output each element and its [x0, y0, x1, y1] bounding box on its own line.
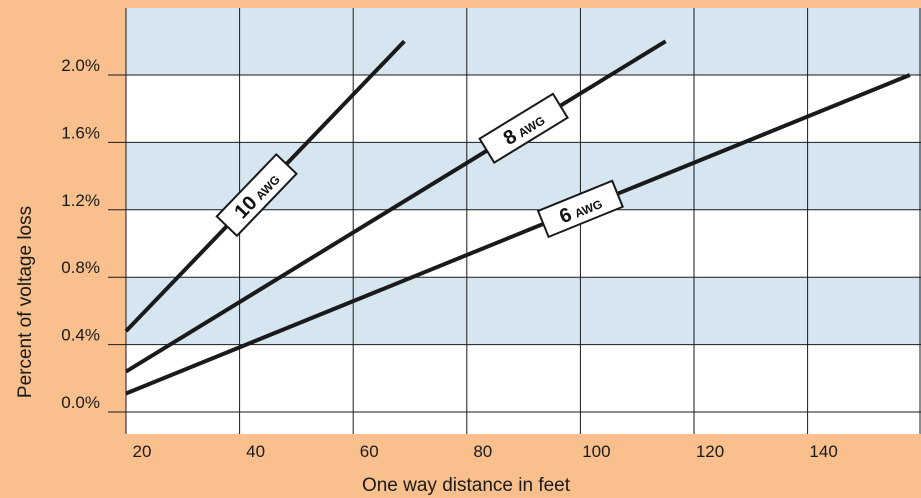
y-tick-label: 2.0% [61, 56, 100, 75]
series-line-8-awg [124, 39, 667, 374]
y-axis-title: Percent of voltage loss [15, 206, 36, 398]
series-label-8-awg: 8AWG [478, 92, 569, 164]
x-tick-label: 100 [582, 442, 610, 461]
plot-area [126, 8, 921, 434]
x-axis-ticks: 20 40 60 80 100 120 140 [133, 442, 838, 461]
series-label-box [536, 179, 625, 239]
series-line-6-awg [125, 73, 911, 396]
x-tick-label: 120 [696, 442, 724, 461]
y-axis-ticks: 0.0% 0.4% 0.8% 1.2% 1.6% 2.0% [61, 56, 100, 412]
x-tick-label: 40 [246, 442, 265, 461]
plot-band [126, 277, 921, 345]
y-tick-label: 0.8% [61, 258, 100, 277]
plot-band [126, 8, 921, 75]
x-tick-label: 60 [360, 442, 379, 461]
plot-background [126, 8, 921, 434]
y-tick-label: 0.0% [61, 393, 100, 412]
x-axis-title: One way distance in feet [362, 475, 571, 496]
x-tick-label: 80 [473, 442, 492, 461]
x-tick-label: 20 [133, 442, 152, 461]
x-tick-label: 140 [809, 442, 837, 461]
series-label-box [215, 152, 298, 238]
y-tick-label: 1.6% [61, 123, 100, 142]
y-tick-label: 0.4% [61, 326, 100, 345]
series-label-6-awg: 6AWG [536, 179, 625, 239]
series-label-box [478, 92, 569, 164]
y-tick-label: 1.2% [61, 191, 100, 210]
